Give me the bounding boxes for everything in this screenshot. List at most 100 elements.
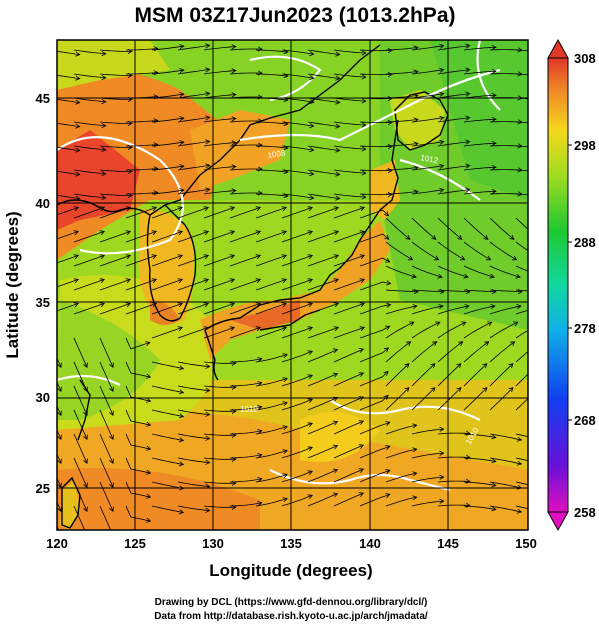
streamline	[281, 169, 314, 175]
streamline	[73, 303, 105, 315]
streamline-arrow	[491, 458, 497, 464]
streamline-arrow	[535, 235, 540, 239]
footer-source: Data from http://database.rish.kyoto-u.a…	[154, 611, 428, 622]
streamline-arrow	[109, 506, 114, 512]
streamline	[359, 257, 390, 267]
streamline-arrow	[438, 304, 444, 310]
streamline	[333, 468, 364, 483]
x-axis-label: Longitude (degrees)	[209, 561, 372, 580]
streamline	[437, 45, 470, 51]
streamline	[489, 341, 515, 363]
streamline-arrow	[153, 118, 159, 124]
streamline	[99, 385, 114, 416]
streamline	[333, 145, 366, 150]
streamline-arrow	[75, 171, 81, 177]
streamline	[333, 169, 366, 174]
streamline-arrow	[387, 120, 393, 126]
streamline-arrow	[358, 468, 365, 473]
streamline	[177, 279, 209, 291]
streamline-arrow	[543, 462, 547, 466]
streamline-arrow	[75, 195, 81, 201]
streamline-arrow	[307, 230, 313, 236]
streamline	[151, 117, 184, 123]
streamline	[437, 93, 470, 99]
streamline-arrow	[439, 115, 445, 121]
streamline-arrow	[433, 255, 440, 261]
streamline-arrow	[282, 473, 288, 479]
streamline	[151, 69, 184, 75]
streamline-arrow	[179, 92, 185, 98]
streamline-arrow	[307, 278, 313, 284]
streamline	[203, 279, 235, 291]
streamline-arrow	[359, 278, 365, 284]
streamline-arrow	[385, 469, 391, 474]
streamline	[281, 73, 314, 79]
streamline-arrow	[257, 166, 263, 172]
streamline	[281, 145, 314, 151]
x-tick-label: 145	[437, 536, 459, 551]
streamline	[229, 279, 261, 291]
streamline-arrow	[333, 230, 339, 236]
streamline	[333, 492, 364, 507]
streamline-arrow	[491, 68, 497, 74]
streamline-arrow	[491, 140, 497, 146]
streamline-arrow	[412, 304, 418, 310]
streamline	[255, 231, 287, 243]
streamline	[515, 169, 528, 172]
streamline-arrow	[386, 302, 392, 308]
footer-credit: Drawing by DCL (https://www.gfd-dennou.o…	[155, 597, 428, 608]
streamline-arrow	[229, 326, 235, 332]
streamline	[126, 120, 158, 123]
streamline	[411, 305, 443, 315]
streamline	[359, 445, 390, 459]
streamline-arrow	[178, 461, 185, 467]
streamline	[57, 231, 79, 240]
streamline-arrow	[205, 507, 211, 513]
y-tick-label: 40	[36, 196, 50, 211]
streamline-arrow	[101, 122, 107, 129]
streamline	[307, 373, 338, 387]
streamline-arrow	[516, 508, 523, 514]
streamline	[125, 303, 157, 315]
streamline-arrow	[255, 278, 261, 284]
streamline-arrow	[544, 98, 548, 102]
streamline-arrow	[178, 413, 185, 419]
streamline-arrow	[412, 423, 418, 429]
colorbar-tick-label: 278	[574, 321, 596, 336]
streamline	[333, 255, 365, 267]
streamline-arrow	[544, 122, 548, 126]
streamline	[229, 192, 263, 195]
streamline-arrow	[309, 99, 315, 105]
streamline	[463, 265, 495, 278]
streamline-arrow	[229, 230, 235, 236]
streamline	[359, 469, 390, 483]
streamline-arrow	[358, 396, 365, 401]
colorbar-bottom-arrow	[547, 511, 569, 532]
streamline	[255, 327, 287, 339]
streamline-arrow	[179, 140, 185, 146]
streamline	[411, 363, 436, 387]
streamline-arrow	[491, 434, 497, 440]
streamline	[411, 45, 444, 51]
streamline	[515, 309, 528, 315]
streamline	[307, 327, 339, 339]
streamline	[151, 255, 183, 267]
streamline	[463, 321, 492, 339]
streamline	[437, 241, 465, 261]
streamline	[57, 255, 79, 264]
streamline	[411, 387, 436, 411]
streamline	[385, 217, 411, 240]
streamline	[203, 94, 236, 99]
streamline-arrow	[125, 206, 131, 212]
streamline	[359, 304, 391, 315]
streamline-arrow	[57, 434, 62, 440]
streamline-arrow	[145, 469, 152, 475]
streamline-arrow	[439, 426, 445, 432]
streamline-arrow	[178, 437, 185, 443]
streamline	[333, 49, 366, 54]
streamline-arrow	[384, 234, 390, 240]
streamline-arrow	[257, 453, 263, 459]
streamline	[73, 457, 88, 488]
streamline-arrow	[231, 164, 237, 170]
streamline-arrow	[282, 425, 288, 431]
